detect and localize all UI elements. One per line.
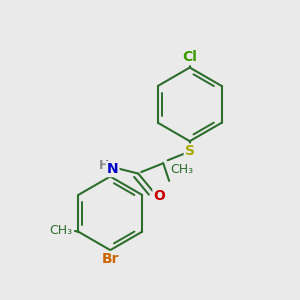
Text: H: H (99, 159, 109, 172)
Text: Cl: Cl (182, 50, 197, 64)
Text: Br: Br (101, 252, 119, 266)
Text: CH₃: CH₃ (49, 224, 72, 238)
Text: S: S (185, 145, 195, 158)
Text: N: N (107, 162, 118, 176)
Text: CH₃: CH₃ (171, 164, 194, 176)
Text: O: O (154, 189, 165, 202)
